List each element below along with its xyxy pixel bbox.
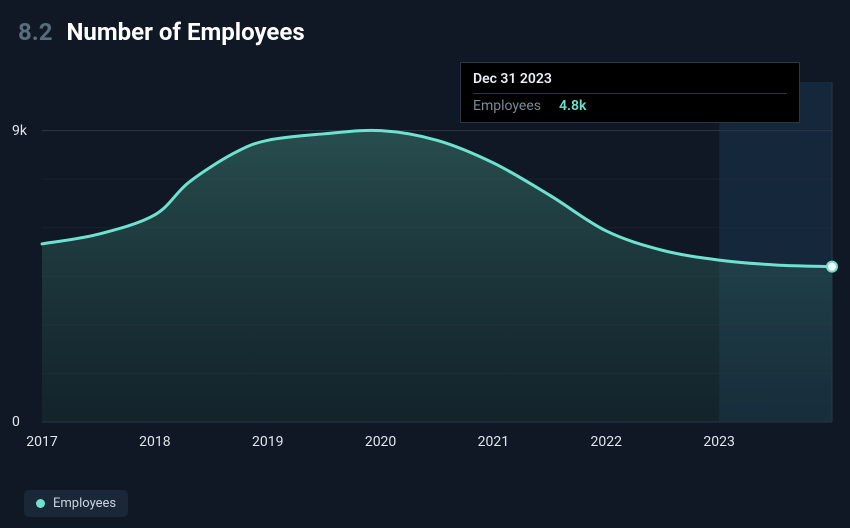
tooltip-series-label: Employees xyxy=(473,98,541,114)
y-tick-label: 0 xyxy=(12,414,20,430)
x-tick-label: 2018 xyxy=(139,434,170,450)
x-tick-label: 2021 xyxy=(478,434,509,450)
legend-dot-icon xyxy=(36,499,45,508)
x-tick-label: 2019 xyxy=(252,434,283,450)
chart-container: 0 9k 2017 2018 2019 2020 2021 2022 2023 Dec 31 … xyxy=(12,58,838,488)
tooltip-value: 4.8k xyxy=(559,98,586,114)
x-tick-label: 2020 xyxy=(365,434,396,450)
y-tick-label: 9k xyxy=(12,123,27,139)
x-tick-label: 2023 xyxy=(703,434,734,450)
chart-legend[interactable]: Employees xyxy=(24,490,128,517)
x-tick-label: 2017 xyxy=(26,434,57,450)
x-tick-label: 2022 xyxy=(591,434,622,450)
chart-tooltip: Dec 31 2023 Employees 4.8k xyxy=(460,62,800,123)
chart-header: 8.2 Number of Employees xyxy=(0,0,850,52)
tooltip-date: Dec 31 2023 xyxy=(473,71,787,94)
legend-label: Employees xyxy=(53,496,116,511)
chart-title: Number of Employees xyxy=(67,18,305,46)
section-number: 8.2 xyxy=(18,18,53,46)
